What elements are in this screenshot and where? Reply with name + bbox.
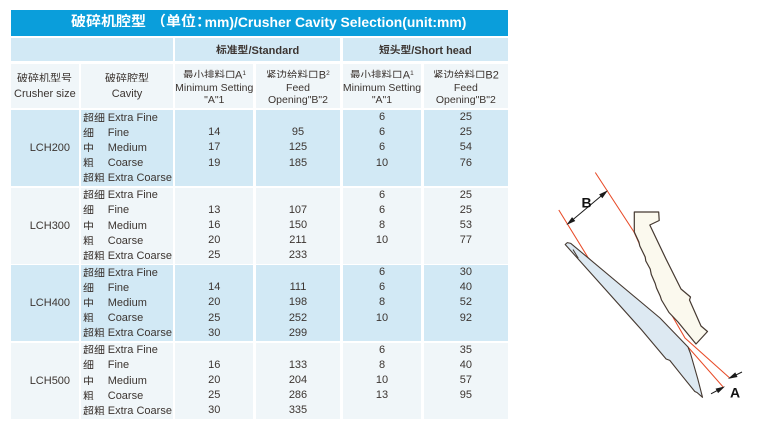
svg-text:A: A: [730, 385, 740, 401]
svg-text:B: B: [582, 195, 592, 211]
